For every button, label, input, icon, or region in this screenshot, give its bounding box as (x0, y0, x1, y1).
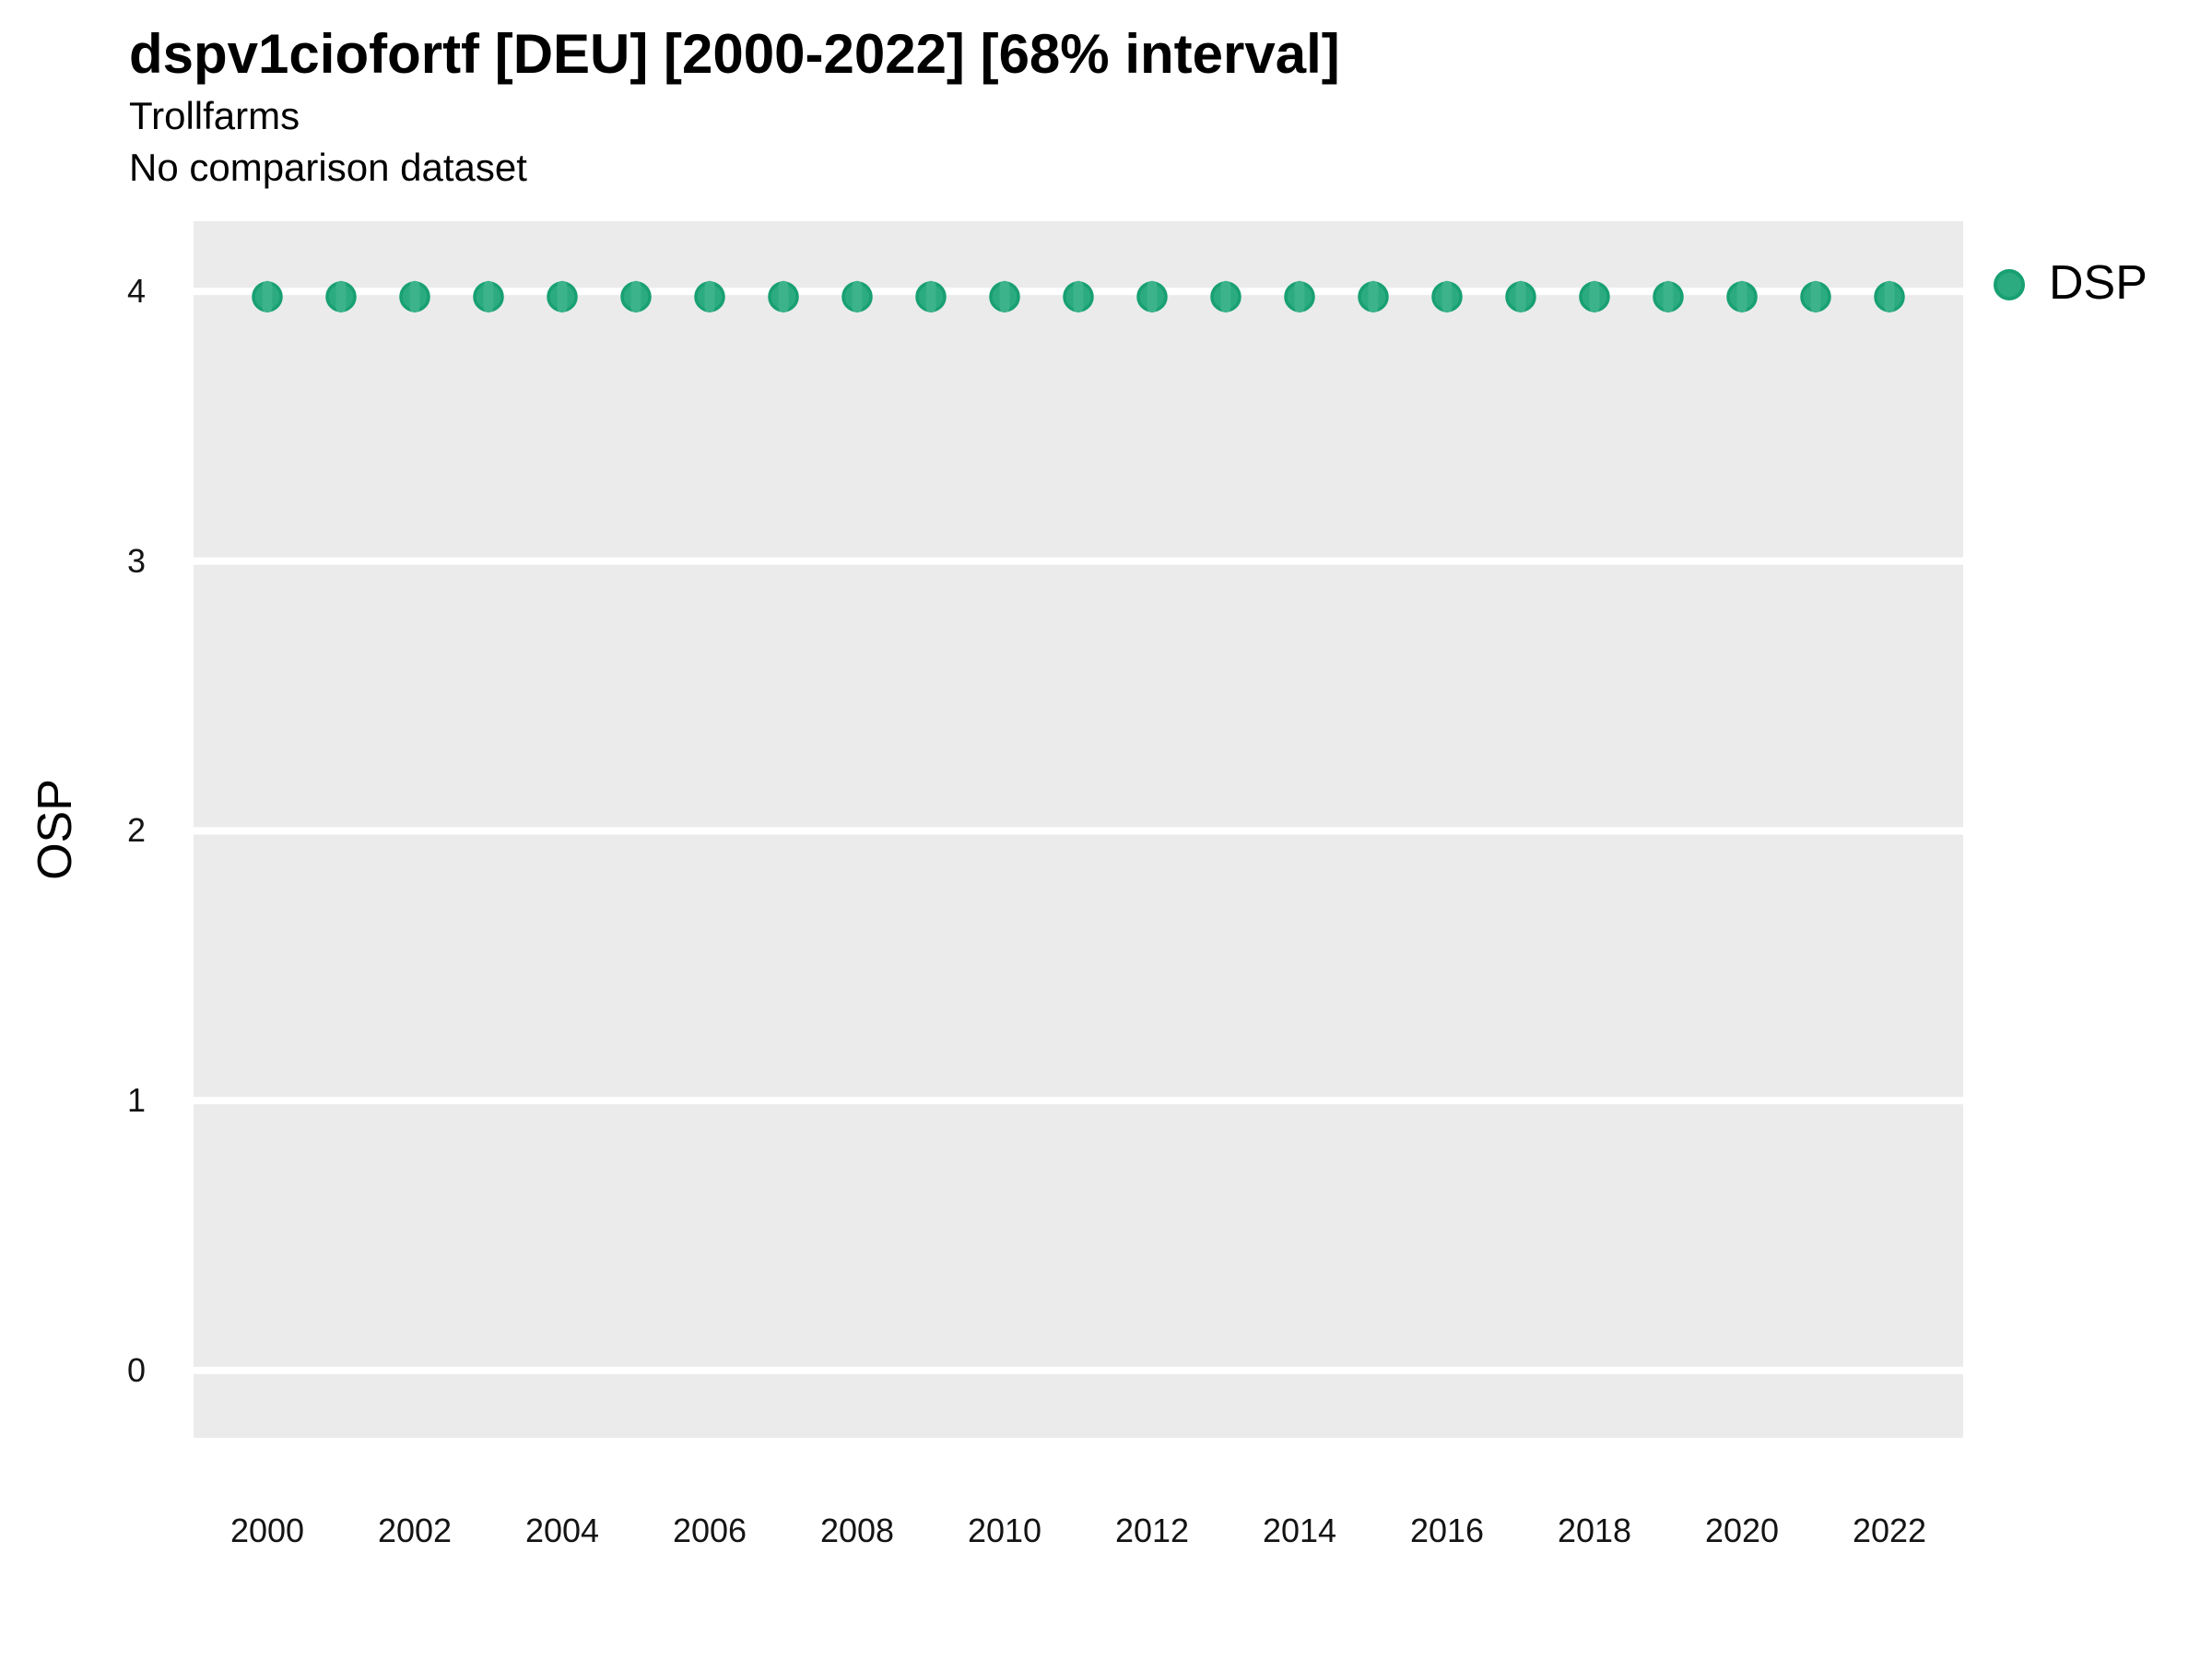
data-point-2019 (1653, 280, 1684, 313)
data-point-2016 (1431, 280, 1463, 313)
legend-key-dot-icon (1994, 269, 2025, 300)
data-point-2002 (399, 280, 430, 313)
x-tick-label-2016: 2016 (1409, 1512, 1485, 1549)
data-point-2004 (547, 280, 578, 313)
chart-subtitle: Trollfarms (129, 94, 300, 137)
scatter-plot (194, 280, 1963, 1374)
chart-title: dspv1ciofortf [DEU] [2000-2022] [68% int… (129, 23, 1340, 85)
x-tick-label-2018: 2018 (1557, 1512, 1632, 1549)
y-tick-label-2: 2 (126, 811, 146, 850)
x-tick-label-2022: 2022 (1852, 1512, 1927, 1549)
y-tick-label-4: 4 (126, 272, 146, 311)
data-point-2011 (1063, 280, 1094, 313)
x-tick-label-2000: 2000 (229, 1512, 305, 1549)
data-point-2020 (1726, 280, 1758, 313)
data-point-2000 (252, 280, 283, 313)
data-point-2022 (1874, 280, 1905, 313)
x-tick-label-2020: 2020 (1704, 1512, 1780, 1549)
y-tick-label-0: 0 (126, 1350, 146, 1389)
x-tick-label-2006: 2006 (672, 1512, 747, 1549)
data-point-2012 (1136, 280, 1168, 313)
x-tick-label-2012: 2012 (1114, 1512, 1190, 1549)
x-tick-label-2004: 2004 (524, 1512, 600, 1549)
x-tick-label-2010: 2010 (967, 1512, 1042, 1549)
x-tick-label-2002: 2002 (377, 1512, 453, 1549)
y-tick-label-1: 1 (126, 1081, 146, 1120)
data-point-2018 (1579, 280, 1610, 313)
data-point-2005 (620, 280, 652, 313)
data-point-2010 (989, 280, 1020, 313)
data-point-2001 (325, 280, 357, 313)
y-tick-label-3: 3 (126, 541, 146, 580)
chart-comparison-note: No comparison dataset (129, 146, 527, 189)
plot-panel (194, 221, 1963, 1438)
data-point-2015 (1358, 280, 1389, 313)
x-tick-label-2008: 2008 (819, 1512, 895, 1549)
data-point-2006 (694, 280, 725, 313)
data-point-2007 (768, 280, 799, 313)
data-point-2009 (915, 280, 947, 313)
data-point-2021 (1800, 280, 1831, 313)
data-point-2017 (1505, 280, 1536, 313)
x-tick-label-2014: 2014 (1262, 1512, 1337, 1549)
data-point-2013 (1210, 280, 1241, 313)
data-point-2008 (841, 280, 873, 313)
data-point-2014 (1284, 280, 1315, 313)
data-point-2003 (473, 280, 504, 313)
legend: DSP (1994, 259, 2147, 311)
legend-label: DSP (2049, 256, 2147, 310)
